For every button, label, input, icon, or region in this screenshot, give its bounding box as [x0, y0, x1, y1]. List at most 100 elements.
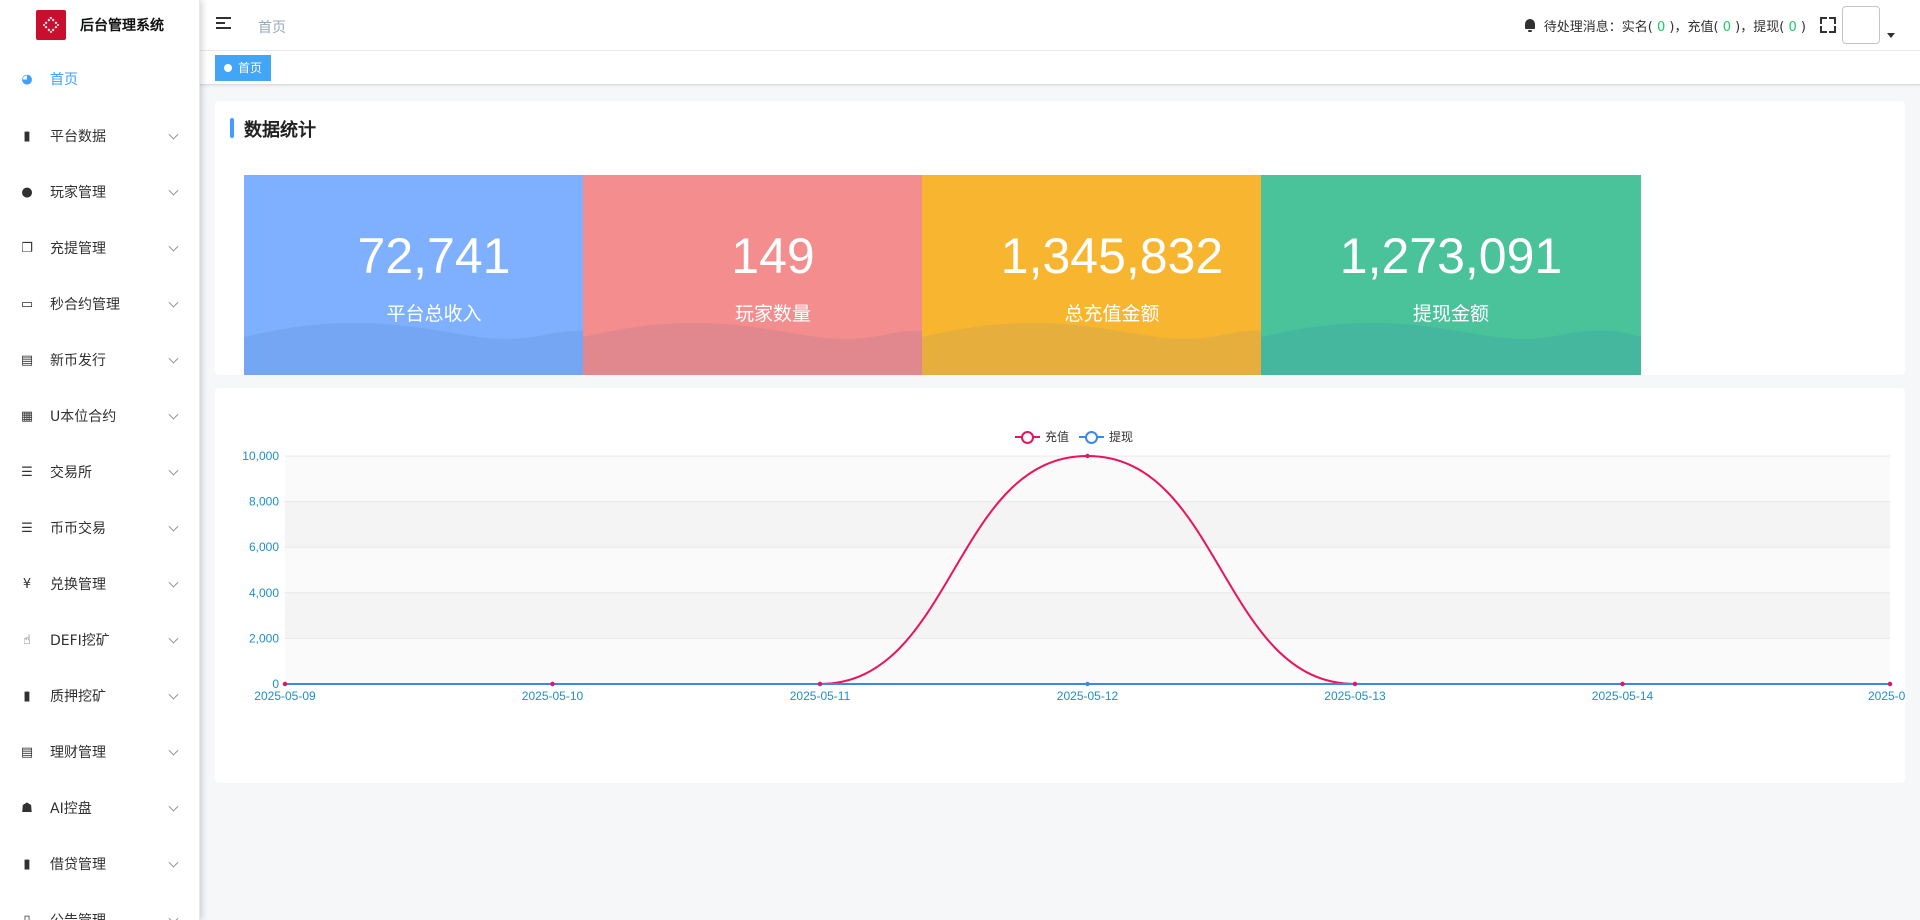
- y-tick-label: 10,000: [242, 449, 279, 463]
- data-point: [817, 681, 823, 687]
- data-point: [1085, 453, 1090, 459]
- legend-label: 提现: [1109, 430, 1134, 444]
- stat-value: 1,345,832: [1000, 228, 1224, 284]
- main-content: 数据统计 72,741 平台总收入 149 玩家数量 1,345,832 总充值金额 1,2…: [200, 85, 1920, 920]
- stat-label: 总充值金额: [1064, 303, 1160, 325]
- sidebar-item-3[interactable]: ❐ 充提管理: [0, 220, 199, 276]
- section-title: 数据统计: [244, 120, 316, 141]
- chevron-down-icon: [168, 409, 179, 420]
- sidebar-item-14[interactable]: ▮ 借贷管理: [0, 836, 199, 892]
- caret-down-icon[interactable]: [1887, 33, 1895, 38]
- tree-list-icon: ☰: [21, 464, 33, 480]
- line-chart: 0 2,000 4,000 6,000 8,000 10,000 2025-05-09 202…: [242, 449, 1905, 703]
- wave-decoration: [583, 322, 963, 375]
- tags-view: 首页: [200, 51, 1920, 85]
- stat-value: 72,741: [357, 228, 511, 284]
- recharge-count: 0: [1722, 20, 1732, 35]
- bar-chart-icon: ▮: [23, 688, 31, 704]
- legend-swatch: [1079, 430, 1105, 444]
- chevron-down-icon: [168, 353, 179, 364]
- x-tick-label: 2025-05-14: [1592, 689, 1654, 703]
- card-icon: ▤: [20, 352, 34, 368]
- sidebar-item-13[interactable]: ☗ AI控盘: [0, 780, 199, 836]
- legend-swatch: [1015, 430, 1040, 444]
- wave-decoration: [922, 322, 1302, 375]
- sidebar-item-label: 玩家管理: [50, 185, 106, 201]
- sidebar-item-2[interactable]: ● 玩家管理: [0, 164, 199, 220]
- sidebar-item-label: 质押挖矿: [50, 689, 106, 705]
- tag-dot-icon: [224, 64, 232, 72]
- stat-value: 1,273,091: [1339, 228, 1563, 284]
- chevron-down-icon: [168, 465, 179, 476]
- split-area: [285, 501, 1890, 548]
- sidebar-item-label: 平台数据: [50, 129, 106, 145]
- data-point: [550, 681, 555, 687]
- chart-legend: 充值 提现: [1015, 428, 1143, 445]
- data-point: [282, 681, 288, 687]
- x-tick-label: 2025-05-09: [254, 689, 316, 703]
- stat-label: 平台总收入: [386, 303, 482, 325]
- x-tick-label: 2025-05-10: [522, 689, 584, 703]
- sidebar-item-7[interactable]: ☰ 交易所: [0, 444, 199, 500]
- wave-decoration: [244, 322, 624, 375]
- stat-label: 提现金额: [1412, 303, 1489, 325]
- notice-prefix: 待处理消息：: [1543, 20, 1622, 35]
- x-tick-label: 2025-05: [1868, 689, 1905, 703]
- legend-label: 充值: [1045, 430, 1070, 444]
- chevron-down-icon: [168, 521, 179, 532]
- chevron-down-icon: [168, 689, 179, 700]
- sidebar-item-11[interactable]: ▮ 质押挖矿: [0, 668, 199, 724]
- sidebar-item-6[interactable]: ▦ U本位合约: [0, 388, 199, 444]
- stat-card: 149 玩家数量: [583, 175, 963, 375]
- legend-item[interactable]: 充值: [1015, 428, 1069, 445]
- chevron-down-icon: [168, 297, 179, 308]
- chevron-down-icon: [168, 633, 179, 644]
- recharge-link[interactable]: 充值( 0 ): [1687, 20, 1741, 35]
- tag-label: 首页: [238, 61, 263, 75]
- user-icon: ●: [21, 184, 33, 200]
- header: 首页 待处理消息： 实名( 0 )， 充值( 0 )， 提现( 0 ): [200, 0, 1920, 51]
- y-tick-label: 2,000: [249, 631, 279, 645]
- y-tick-label: 4,000: [249, 586, 279, 600]
- hamburger-icon[interactable]: [216, 17, 231, 29]
- x-tick-label: 2025-05-12: [1057, 689, 1119, 703]
- logo-area[interactable]: 后台管理系统: [0, 0, 199, 50]
- sidebar-item-1[interactable]: ▮ 平台数据: [0, 108, 199, 164]
- sidebar-item-4[interactable]: ▭ 秒合约管理: [0, 276, 199, 332]
- sidebar-item-label: 公告管理: [50, 910, 106, 920]
- sidebar-item-15[interactable]: ▯ 公告管理: [0, 892, 199, 920]
- data-point: [1352, 681, 1358, 687]
- sidebar-item-0[interactable]: ◕ 首页: [0, 50, 199, 108]
- sidebar-item-label: 秒合约管理: [50, 297, 120, 313]
- sidebar-item-label: 新币发行: [50, 353, 106, 369]
- x-tick-label: 2025-05-13: [1324, 689, 1386, 703]
- dashboard-icon: ◕: [21, 71, 33, 87]
- stat-card: 1,273,091 提现金额: [1261, 175, 1641, 375]
- fullscreen-icon[interactable]: [1820, 17, 1836, 33]
- file-text-icon: ▤: [20, 744, 34, 760]
- tag-home[interactable]: 首页: [215, 55, 272, 81]
- y-tick-label: 6,000: [249, 540, 279, 554]
- sidebar-item-label: DEFI挖矿: [50, 633, 110, 649]
- sidebar-item-8[interactable]: ☰ 币币交易: [0, 500, 199, 556]
- avatar[interactable]: [1842, 6, 1880, 44]
- breadcrumb[interactable]: 首页: [258, 20, 286, 36]
- bell-icon: [1524, 19, 1536, 32]
- sidebar-menu: ◕ 首页 ▮ 平台数据 ● 玩家管理 ❐ 充提管理 ▭ 秒合约管理 ▤ 新币发行 ▦ U本位合约 ☰ 交易所 ☰…: [0, 50, 199, 920]
- legend-item[interactable]: 提现: [1079, 428, 1133, 445]
- withdraw-count: 0: [1788, 20, 1797, 35]
- chevron-down-icon: [168, 857, 179, 868]
- sidebar-item-10[interactable]: ☝ DEFI挖矿: [0, 612, 199, 668]
- documents-icon: ❐: [21, 240, 33, 256]
- sidebar-item-9[interactable]: ¥ 兑换管理: [0, 556, 199, 612]
- realname-link[interactable]: 实名( 0 ): [1621, 20, 1675, 35]
- chart-panel: 0 2,000 4,000 6,000 8,000 10,000 2025-05-09 202…: [215, 388, 1905, 783]
- withdraw-link[interactable]: 提现( 0 ): [1753, 20, 1806, 35]
- sidebar-item-label: 借贷管理: [50, 857, 106, 873]
- stat-card: 72,741 平台总收入: [244, 175, 624, 375]
- sidebar-item-5[interactable]: ▤ 新币发行: [0, 332, 199, 388]
- stat-card: 1,345,832 总充值金额: [922, 175, 1302, 375]
- sidebar-item-12[interactable]: ▤ 理财管理: [0, 724, 199, 780]
- book-icon: ▮: [23, 128, 31, 144]
- logo-icon: [36, 10, 66, 40]
